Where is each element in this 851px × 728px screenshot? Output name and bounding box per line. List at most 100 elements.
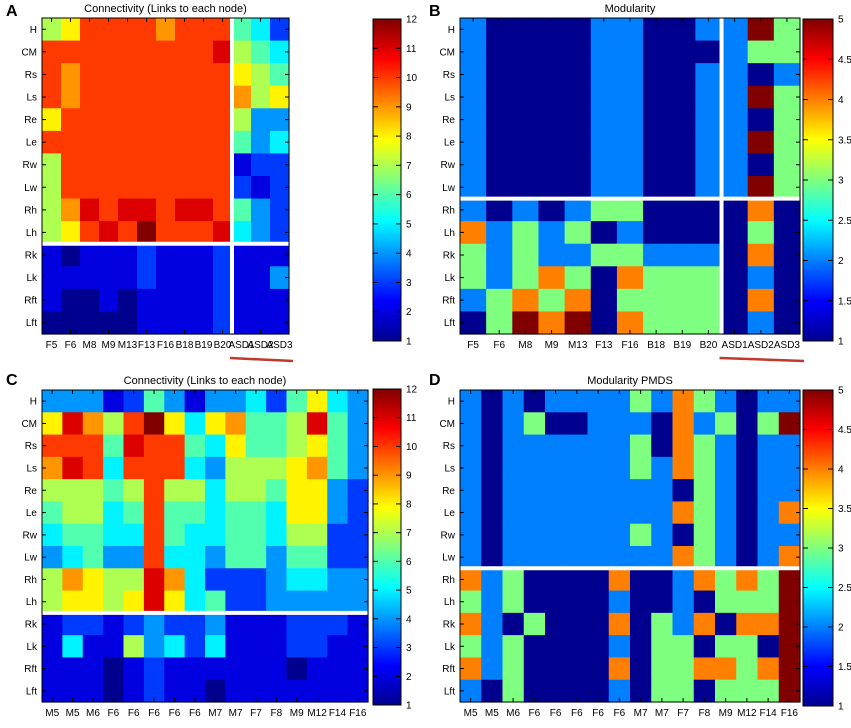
heatmap-cell bbox=[747, 221, 775, 245]
heatmap-cell bbox=[143, 546, 165, 569]
heatmap-cell bbox=[80, 40, 100, 64]
heatmap-cell bbox=[747, 288, 775, 313]
heatmap-cell bbox=[481, 546, 504, 569]
heatmap-cell bbox=[103, 590, 125, 614]
heatmap-cell bbox=[143, 390, 165, 413]
heatmap-cell bbox=[460, 412, 482, 436]
heatmap-cell bbox=[184, 412, 206, 436]
heatmap-cell bbox=[587, 501, 610, 525]
heatmap-cell bbox=[538, 40, 566, 64]
heatmap-cell bbox=[327, 501, 349, 525]
heatmap-cell bbox=[616, 63, 644, 87]
heatmap-cell bbox=[80, 18, 100, 42]
heatmap-cell bbox=[175, 108, 195, 132]
heatmap-cell bbox=[232, 153, 252, 177]
colorbar-tick-label: 3.5 bbox=[838, 504, 851, 515]
heatmap-cell bbox=[486, 40, 513, 64]
heatmap-cell bbox=[736, 679, 759, 703]
heatmap-cell bbox=[286, 546, 308, 569]
column-label: F6 bbox=[107, 708, 119, 719]
heatmap-cell bbox=[42, 85, 62, 109]
heatmap-cell bbox=[778, 390, 801, 413]
heatmap-cell bbox=[266, 456, 288, 480]
heatmap-cell bbox=[587, 635, 610, 659]
heatmap-cell bbox=[721, 176, 749, 200]
heatmap-cell bbox=[773, 108, 801, 132]
heatmap-cell bbox=[695, 221, 723, 245]
heatmap-cell bbox=[502, 635, 525, 659]
heatmap-cell bbox=[184, 635, 206, 659]
heatmap-cell bbox=[184, 456, 206, 480]
heatmap-cell bbox=[747, 266, 775, 290]
heatmap-cell bbox=[460, 456, 482, 480]
heatmap-cell bbox=[143, 590, 165, 614]
heatmap-cell bbox=[42, 266, 62, 290]
heatmap-cell bbox=[630, 501, 652, 525]
column-label: M5 bbox=[485, 708, 499, 719]
heatmap-cell bbox=[99, 63, 119, 87]
heatmap-cell bbox=[213, 85, 233, 109]
heatmap-cell bbox=[757, 612, 780, 636]
heatmap-cell bbox=[118, 40, 138, 64]
heatmap-cell bbox=[721, 198, 749, 222]
heatmap-cell bbox=[695, 198, 723, 222]
row-label: Lft bbox=[26, 686, 37, 697]
heatmap-cell bbox=[736, 523, 759, 547]
heatmap-cell bbox=[306, 456, 328, 480]
colorbar-tick-label: 1 bbox=[838, 337, 844, 348]
heatmap-cell bbox=[245, 523, 267, 547]
heatmap-cell bbox=[715, 456, 737, 480]
heatmap-cell bbox=[590, 63, 618, 87]
heatmap-cell bbox=[80, 198, 100, 222]
heatmap-cell bbox=[669, 108, 696, 132]
heatmap-cell bbox=[99, 108, 119, 132]
heatmap-cell bbox=[545, 501, 567, 525]
heatmap-cell bbox=[306, 612, 328, 636]
heatmap-cell bbox=[347, 590, 369, 614]
row-label: Rft bbox=[24, 296, 37, 307]
heatmap-cell bbox=[502, 501, 525, 525]
heatmap-cell bbox=[608, 479, 631, 503]
heatmap-cell bbox=[481, 479, 504, 503]
row-label: Lk bbox=[26, 273, 38, 284]
heatmap-cell bbox=[286, 657, 308, 681]
heatmap-cell bbox=[564, 85, 592, 109]
heatmap-cell bbox=[672, 568, 695, 592]
heatmap-cell bbox=[164, 635, 186, 659]
heatmap-cell bbox=[669, 130, 696, 155]
heatmap-cell bbox=[205, 412, 226, 436]
heatmap-cell bbox=[693, 679, 716, 703]
colorbar-tick-label: 12 bbox=[406, 15, 418, 26]
heatmap-cell bbox=[643, 198, 670, 222]
heatmap-cell bbox=[587, 456, 610, 480]
heatmap-cell bbox=[213, 18, 233, 42]
heatmap-cell bbox=[327, 546, 349, 569]
heatmap-cell bbox=[118, 153, 138, 177]
heatmap-cell bbox=[194, 63, 214, 87]
heatmap-cell bbox=[266, 546, 288, 569]
column-label: ASD2 bbox=[247, 340, 274, 351]
heatmap-cell bbox=[721, 18, 749, 42]
heatmap-cell bbox=[747, 18, 775, 42]
heatmap-cell bbox=[643, 130, 670, 155]
heatmap-cell bbox=[266, 635, 288, 659]
heatmap-cell bbox=[460, 288, 487, 313]
heatmap-cell bbox=[164, 434, 186, 458]
heatmap-cell bbox=[306, 434, 328, 458]
colorbar-tick-label: 10 bbox=[406, 442, 418, 453]
heatmap-cell bbox=[266, 612, 288, 636]
heatmap-cell bbox=[773, 85, 801, 109]
heatmap-cell bbox=[538, 130, 566, 155]
heatmap-cell bbox=[82, 523, 104, 547]
heatmap-cell bbox=[669, 221, 696, 245]
heatmap-cell bbox=[347, 501, 369, 525]
heatmap-cell bbox=[715, 390, 737, 413]
heatmap-cell bbox=[80, 266, 100, 290]
heatmap-cell bbox=[137, 176, 157, 200]
row-label: Re bbox=[442, 115, 455, 126]
row-label: Rs bbox=[25, 441, 37, 452]
heatmap-cell bbox=[481, 390, 504, 413]
heatmap-cell bbox=[175, 221, 195, 245]
heatmap-cell bbox=[62, 523, 84, 547]
heatmap-cell bbox=[502, 412, 525, 436]
